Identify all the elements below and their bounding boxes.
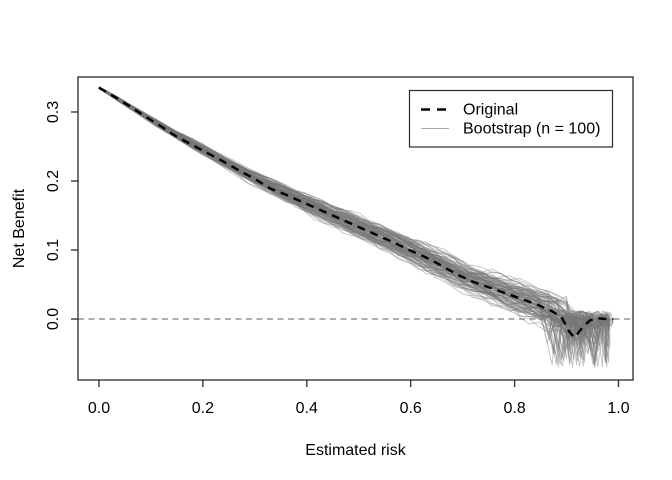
bootstrap-line (98, 87, 607, 364)
bootstrap-line (98, 87, 601, 327)
bootstrap-line (98, 86, 585, 339)
x-tick-label: 0.4 (296, 400, 318, 417)
bootstrap-line (98, 86, 608, 366)
bootstrap-line (98, 87, 611, 328)
bootstrap-line (98, 87, 594, 368)
bootstrap-line (98, 87, 608, 368)
bootstrap-line (98, 87, 610, 328)
y-axis: 0.0 0.1 0.2 0.3 (45, 101, 78, 330)
bootstrap-line (98, 87, 591, 331)
bootstrap-line (98, 86, 609, 328)
plot-border-box (77, 76, 634, 381)
original-curve-line (98, 86, 614, 339)
bootstrap-line (98, 87, 611, 328)
bootstrap-line (98, 86, 610, 366)
y-tick-label: 0.0 (45, 308, 62, 330)
bootstrap-line (98, 87, 611, 329)
x-tick-label: 0.0 (88, 400, 110, 417)
legend: Original Bootstrap (n = 100) (408, 89, 614, 148)
bootstrap-line (98, 86, 589, 320)
bootstrap-line (98, 86, 604, 363)
bootstrap-line (98, 87, 610, 368)
bootstrap-line (98, 86, 606, 329)
bootstrap-line (98, 86, 584, 325)
bootstrap-line (98, 86, 586, 329)
bootstrap-line (98, 86, 611, 328)
bootstrap-line (98, 87, 608, 329)
bootstrap-line (98, 87, 610, 366)
legend-box (408, 89, 614, 148)
y-axis-title: Net Benefit (11, 188, 28, 268)
bootstrap-line (98, 87, 609, 330)
bootstrap-line (98, 86, 607, 361)
bootstrap-line (98, 87, 609, 354)
bootstrap-line (98, 86, 610, 363)
bootstrap-line (98, 86, 585, 320)
bootstrap-line (98, 87, 591, 325)
x-tick-label: 1.0 (607, 400, 629, 417)
bootstrap-line (98, 87, 586, 347)
bootstrap-line (98, 86, 609, 366)
x-tick-label: 0.2 (192, 400, 214, 417)
bootstrap-line (98, 87, 609, 324)
bootstrap-line (98, 87, 607, 327)
y-tick-label: 0.2 (45, 170, 62, 192)
bootstrap-line (98, 87, 607, 324)
bootstrap-line (98, 86, 602, 352)
bootstrap-line (98, 87, 585, 359)
bootstrap-line (98, 86, 611, 327)
bootstrap-line (98, 87, 587, 328)
legend-original-label: Original (463, 102, 518, 119)
bootstrap-line (98, 87, 598, 362)
x-axis-title: Estimated risk (305, 442, 406, 459)
x-tick-label: 0.8 (503, 400, 525, 417)
bootstrap-line (98, 87, 609, 328)
x-axis: 0.0 0.2 0.4 0.6 0.8 1.0 (88, 380, 630, 417)
bootstrap-line (98, 86, 614, 326)
x-tick-label: 0.6 (400, 400, 422, 417)
bootstrap-line (98, 87, 608, 327)
bootstrap-line (98, 86, 593, 320)
bootstrap-line (98, 87, 613, 323)
bootstrap-line (98, 87, 608, 326)
bootstrap-line (98, 87, 608, 326)
bootstrap-line (98, 87, 611, 328)
bootstrap-line (98, 87, 604, 368)
bootstrap-line (98, 86, 607, 364)
legend-bootstrap-label: Bootstrap (n = 100) (463, 121, 600, 138)
bootstrap-line (98, 86, 598, 328)
bootstrap-line (98, 87, 596, 329)
bootstrap-line (98, 86, 611, 326)
bootstrap-line (98, 86, 607, 360)
bootstrap-line (98, 86, 611, 367)
bootstrap-line (98, 87, 601, 352)
bootstrap-line (98, 87, 608, 365)
bootstrap-line (98, 86, 611, 348)
bootstrap-line (98, 86, 607, 364)
bootstrap-line (98, 86, 607, 366)
y-tick-label: 0.1 (45, 239, 62, 261)
bootstrap-line (98, 87, 605, 367)
bootstrap-line (98, 87, 583, 330)
bootstrap-line (98, 87, 590, 350)
y-tick-label: 0.3 (45, 101, 62, 123)
